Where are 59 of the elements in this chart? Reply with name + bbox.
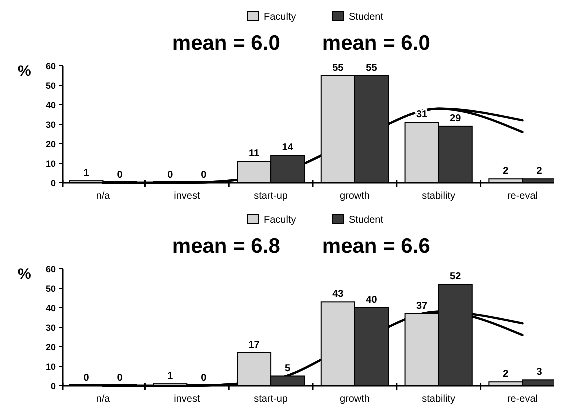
data-label: 55 [366, 62, 378, 74]
y-axis-title: % [18, 266, 32, 283]
x-tick-label: growth [340, 394, 370, 405]
data-label: 1 [84, 168, 90, 180]
legend-label: Student [349, 215, 384, 226]
y-tick-label: 40 [46, 304, 56, 314]
x-tick-label: invest [174, 394, 200, 405]
data-label: 3 [536, 367, 543, 378]
data-label: 2 [536, 166, 543, 178]
data-label: 0 [117, 170, 124, 181]
data-label: 11 [248, 148, 260, 160]
y-axis-title: % [18, 63, 32, 80]
text: mean = 6.0 [322, 32, 430, 55]
y-tick-label: 50 [46, 81, 56, 91]
text: mean = 6.8 [172, 235, 281, 258]
data-label: 29 [450, 113, 462, 124]
data-label: 0 [168, 170, 174, 181]
y-tick-label: 60 [46, 264, 56, 274]
x-tick-label: re-eval [507, 191, 538, 202]
y-tick-label: 10 [46, 362, 56, 372]
legend-label: Student [349, 12, 384, 23]
data-label: 0 [84, 373, 90, 384]
data-label: 0 [201, 170, 208, 181]
x-tick-label: n/a [96, 191, 111, 202]
x-tick-label: n/a [96, 394, 111, 405]
data-label: 40 [366, 295, 378, 306]
y-tick-label: 40 [46, 100, 56, 110]
x-tick-label: growth [340, 191, 370, 202]
y-tick-label: 50 [46, 284, 56, 294]
text: mean = 6.6 [322, 235, 430, 258]
data-label: 5 [285, 363, 292, 374]
data-label: 2 [503, 166, 510, 178]
data-label: 43 [332, 289, 344, 300]
data-label: 0 [201, 373, 208, 384]
y-tick-label: 10 [46, 159, 56, 169]
y-tick-label: 20 [46, 140, 56, 150]
y-tick-label: 30 [46, 323, 56, 333]
y-tick-label: 60 [46, 62, 56, 72]
x-tick-label: start-up [254, 394, 288, 405]
y-tick-label: 20 [46, 342, 56, 352]
legend-label: Faculty [264, 12, 296, 23]
x-tick-label: stability [422, 191, 456, 202]
data-label: 1 [168, 371, 174, 382]
y-tick-label: 30 [46, 120, 56, 130]
data-label: 14 [282, 142, 294, 154]
data-label: 17 [248, 340, 260, 351]
legend-label: Faculty [264, 215, 296, 226]
data-label: 37 [416, 300, 428, 312]
data-label: 0 [117, 373, 124, 384]
data-label: 52 [450, 272, 462, 283]
x-tick-label: start-up [254, 191, 288, 202]
x-tick-label: stability [422, 394, 456, 405]
y-tick-label: 0 [50, 382, 56, 392]
y-tick-label: 0 [50, 178, 56, 188]
text: mean = 6.0 [172, 32, 280, 55]
data-label: 2 [503, 369, 510, 380]
x-tick-label: invest [174, 191, 200, 202]
x-tick-label: re-eval [507, 394, 538, 405]
data-label: 55 [332, 62, 344, 74]
